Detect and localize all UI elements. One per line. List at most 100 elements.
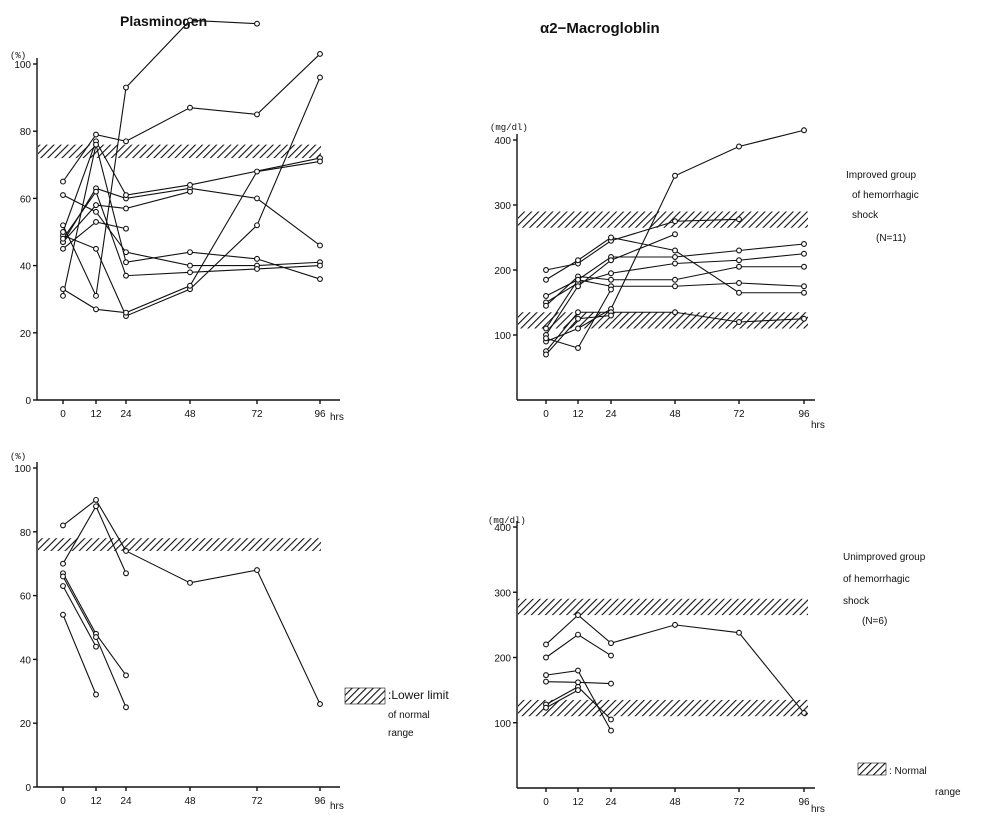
improved-line1: Improved group xyxy=(846,170,916,181)
data-point xyxy=(93,691,99,698)
lower-limit-line3: range xyxy=(388,728,414,739)
x-tick-label: 96 xyxy=(798,409,810,420)
y-unit-label: (mg/dl) xyxy=(490,123,528,133)
data-point xyxy=(672,309,678,316)
data-point xyxy=(736,319,742,325)
data-point xyxy=(801,289,807,296)
normal-range-line1: : Normal xyxy=(889,766,927,777)
data-point xyxy=(801,250,807,257)
series-line-3 xyxy=(62,187,321,246)
data-point xyxy=(575,257,581,264)
data-point xyxy=(187,104,193,111)
data-point xyxy=(60,229,66,235)
data-point xyxy=(60,583,66,589)
data-point xyxy=(801,283,807,290)
normal-range-legend: : Normal range xyxy=(857,762,961,798)
lower-limit-swatch xyxy=(344,687,386,705)
x-tick-label: 48 xyxy=(669,797,681,808)
x-tick-label: 24 xyxy=(120,409,132,420)
y-unit-label: (mg/dl) xyxy=(488,516,526,526)
data-point xyxy=(317,701,323,708)
series-line-3 xyxy=(62,576,127,708)
y-tick-label: 100 xyxy=(494,719,511,730)
data-point xyxy=(608,286,614,293)
data-point xyxy=(123,192,129,198)
series-line-7 xyxy=(545,129,805,343)
data-point xyxy=(254,567,260,574)
data-point xyxy=(575,667,581,674)
improved-line4: (N=11) xyxy=(876,233,906,244)
data-point xyxy=(60,192,66,198)
data-point xyxy=(123,309,129,316)
y-tick-label: 300 xyxy=(494,201,511,212)
series-line-4 xyxy=(545,266,804,307)
x-unit-label: hrs xyxy=(330,801,344,812)
x-tick-label: 48 xyxy=(669,409,681,420)
data-point xyxy=(60,292,66,299)
data-point xyxy=(575,315,581,322)
x-tick-label: 96 xyxy=(798,797,810,808)
series-line-0 xyxy=(545,614,805,714)
data-point xyxy=(93,188,99,195)
data-point xyxy=(123,205,129,212)
macroglobulin-improved-panel: 100 200 300 400 0 12 24 48 72 96 (mg/dl) hrs xyxy=(490,123,825,431)
unimproved-line4: (N=6) xyxy=(862,616,887,627)
data-point xyxy=(575,309,581,316)
data-point xyxy=(187,579,193,586)
data-point xyxy=(543,335,549,342)
data-point xyxy=(60,522,66,529)
data-point xyxy=(801,263,807,270)
data-point xyxy=(608,716,614,723)
series-line-9 xyxy=(62,160,321,314)
data-point xyxy=(60,573,66,580)
data-point xyxy=(543,325,549,332)
data-point xyxy=(672,218,678,225)
series-line-0 xyxy=(62,53,321,182)
data-point xyxy=(608,270,614,277)
series-line-5 xyxy=(545,279,805,329)
unimproved-line1: Unimproved group xyxy=(843,552,926,563)
data-point xyxy=(317,74,323,81)
data-point xyxy=(801,315,807,322)
data-point xyxy=(60,245,66,252)
data-point xyxy=(575,345,581,351)
data-point xyxy=(93,496,99,503)
data-point xyxy=(93,634,99,641)
y-tick-label: 300 xyxy=(494,588,511,599)
x-tick-label: 96 xyxy=(314,409,326,420)
data-point xyxy=(123,138,129,145)
series-line-1 xyxy=(545,236,804,294)
data-point xyxy=(93,218,99,225)
y-tick-label: 60 xyxy=(20,194,32,205)
y-unit-label: (%) xyxy=(10,452,26,462)
x-tick-label: 12 xyxy=(572,409,584,420)
hatched-band-0 xyxy=(518,211,808,228)
y-tick-label: 40 xyxy=(20,262,32,273)
y-tick-label: 400 xyxy=(494,136,511,147)
y-tick-label: 200 xyxy=(494,654,511,665)
unimproved-line2: of hemorrhagic xyxy=(843,574,910,585)
series-line-2 xyxy=(545,243,805,297)
data-point xyxy=(93,306,99,313)
series-line-0 xyxy=(62,499,321,705)
hatched-band-0 xyxy=(38,144,321,159)
data-point xyxy=(575,612,581,619)
data-point xyxy=(736,216,742,223)
data-point xyxy=(187,182,193,188)
data-point xyxy=(575,325,581,332)
data-point xyxy=(60,560,66,567)
data-point xyxy=(736,280,742,286)
lower-limit-line2: of normal xyxy=(388,710,430,721)
lower-limit-line1: :Lower limit xyxy=(388,688,449,702)
data-point xyxy=(543,654,549,661)
data-point xyxy=(60,611,66,618)
data-point xyxy=(123,547,129,554)
data-point xyxy=(123,249,129,256)
data-point xyxy=(736,289,742,296)
hatched-band-1 xyxy=(518,699,808,717)
data-point xyxy=(93,292,99,299)
y-tick-label: 80 xyxy=(20,528,32,539)
data-point xyxy=(672,621,678,628)
unimproved-group-label: Unimproved group of hemorrhagic shock (N… xyxy=(843,552,926,627)
